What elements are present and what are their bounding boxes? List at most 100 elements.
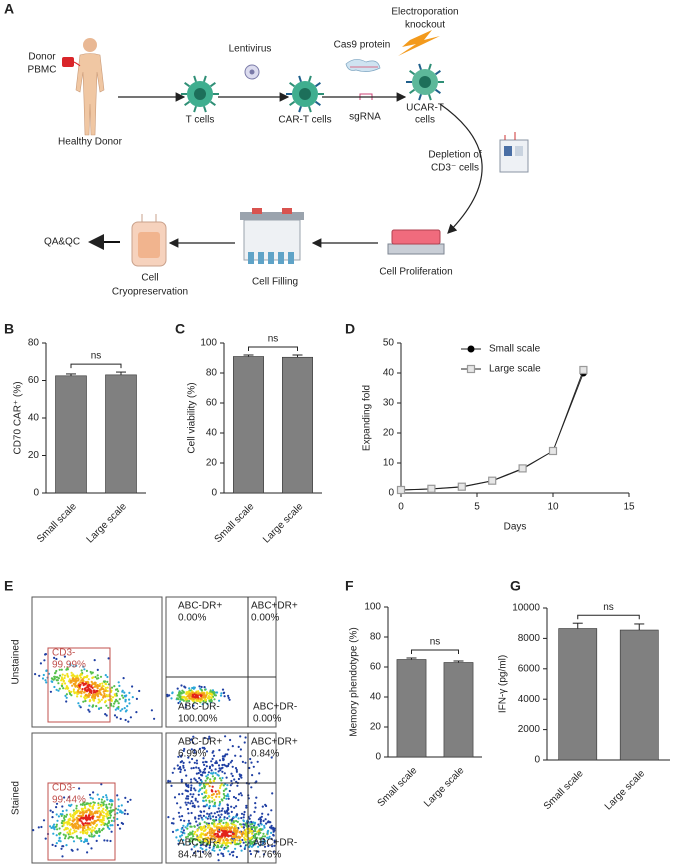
event-dot [53, 828, 56, 831]
event-dot [208, 699, 211, 702]
event-dot [182, 766, 185, 769]
event-dot [82, 700, 85, 703]
event-dot [227, 845, 230, 848]
event-dot [92, 691, 96, 694]
event-dot [200, 828, 203, 832]
event-dot [98, 700, 102, 703]
event-dot [191, 802, 194, 805]
event-dot [205, 783, 208, 786]
event-dot [85, 819, 88, 822]
event-dot [82, 684, 85, 687]
event-dot [107, 822, 110, 825]
event-dot [273, 841, 276, 844]
event-dot [233, 830, 236, 833]
gate [47, 782, 116, 861]
event-dot [60, 684, 64, 687]
event-dot [241, 838, 244, 842]
event-dot [218, 810, 221, 813]
event-dot [103, 839, 106, 842]
event-dot [206, 832, 209, 835]
event-dot [78, 674, 82, 677]
event-dot [191, 741, 195, 744]
event-dot [205, 775, 208, 778]
event-dot [85, 811, 88, 814]
event-dot [173, 767, 176, 770]
cell-icon [181, 75, 219, 113]
event-dot [170, 784, 173, 788]
event-dot [227, 795, 230, 798]
event-dot [191, 795, 194, 799]
event-dot [262, 853, 266, 856]
event-dot [90, 835, 94, 838]
event-dot [104, 686, 107, 690]
event-dot [188, 687, 191, 690]
event-dot [95, 823, 99, 826]
event-dot [245, 806, 248, 809]
event-dot [226, 806, 229, 810]
event-dot [207, 836, 210, 839]
x-tick-label: 0 [398, 502, 404, 513]
event-dot [60, 668, 63, 671]
event-dot [202, 799, 205, 803]
receptor [193, 106, 197, 113]
event-dot [211, 775, 214, 778]
event-dot [242, 826, 245, 829]
event-dot [183, 769, 186, 772]
event-dot [251, 832, 254, 835]
label: cells [415, 115, 435, 126]
legend-label: Large scale [489, 364, 541, 375]
event-dot [104, 700, 107, 703]
event-dot [213, 779, 216, 783]
event-dot [213, 698, 216, 701]
event-dot [111, 824, 114, 827]
label: T cells [186, 115, 215, 126]
bar [443, 662, 474, 758]
event-dot [99, 682, 102, 686]
data-point [548, 446, 558, 456]
event-dot [243, 836, 246, 839]
receptor [434, 70, 441, 76]
event-dot [245, 804, 248, 807]
label: QA&QC [44, 237, 80, 248]
event-dot [206, 817, 209, 820]
event-dot [98, 797, 101, 801]
event-dot [231, 835, 234, 838]
event-dot [213, 694, 216, 697]
event-dot [97, 807, 100, 810]
event-dot [194, 817, 197, 820]
event-dot [87, 708, 90, 712]
event-dot [94, 683, 97, 686]
event-dot [118, 698, 121, 701]
event-dot [119, 709, 122, 712]
event-dot [32, 829, 35, 832]
event-dot [177, 691, 181, 695]
event-dot [231, 832, 234, 836]
event-dot [240, 825, 243, 828]
event-dot [119, 810, 122, 814]
event-dot [108, 803, 111, 806]
event-dot [270, 831, 273, 835]
event-dot [238, 773, 241, 776]
data-point [457, 482, 466, 491]
event-dot [92, 689, 95, 692]
event-dot [40, 825, 43, 829]
event-dot [53, 677, 56, 680]
event-dot [254, 837, 257, 840]
event-dot [124, 700, 127, 703]
event-dot [225, 776, 228, 779]
event-dot [197, 793, 200, 796]
event-dot [218, 819, 221, 823]
event-dot [88, 710, 91, 713]
event-dot [204, 795, 207, 798]
event-dot [200, 810, 203, 814]
event-dot [104, 674, 107, 677]
event-dot [204, 779, 207, 782]
event-dot [84, 840, 87, 843]
event-dot [109, 824, 112, 827]
event-dot [122, 677, 125, 680]
event-dot [215, 691, 218, 694]
event-dot [232, 816, 235, 819]
event-dot [217, 835, 220, 838]
event-dot [100, 805, 103, 808]
event-dot [213, 841, 216, 844]
